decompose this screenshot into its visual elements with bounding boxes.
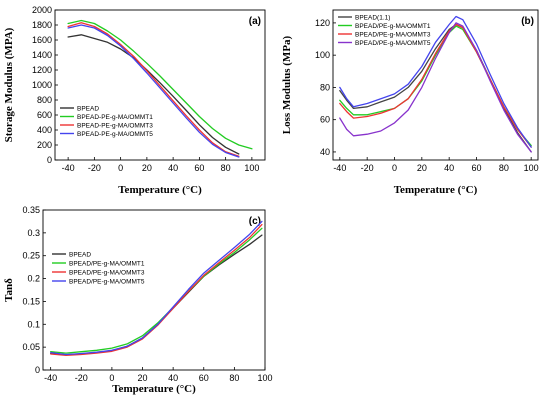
legend-label: BPEAD/PE-g-MA/OMMT5 — [69, 278, 145, 285]
x-tick-label: 60 — [199, 373, 209, 383]
y-tick-label: 120 — [315, 18, 330, 28]
y-tick-label: 1000 — [32, 80, 52, 90]
y-tick-label: 0.35 — [22, 205, 40, 215]
y-tick-label: 60 — [320, 115, 330, 125]
y-tick-label: 1200 — [32, 65, 52, 75]
y-tick-label: 2000 — [32, 5, 52, 15]
y-tick-label: 0.15 — [22, 296, 40, 306]
y-tick-label: 0.3 — [27, 228, 40, 238]
x-tick-label: 20 — [417, 163, 427, 173]
y-axis-label: Storage Modulus (MPA) — [3, 27, 15, 142]
x-tick-label: 20 — [142, 163, 152, 173]
x-tick-label: -40 — [44, 373, 57, 383]
legend-label: BPEAD/PE-g-MA/OMMT3 — [69, 269, 145, 276]
x-axis-label: Temperature (°C) — [112, 383, 196, 395]
x-tick-label: 0 — [109, 373, 114, 383]
x-tick-label: 80 — [221, 163, 231, 173]
panel-b-loss-modulus: -40 -20 0 20 40 60 80 100 40 60 80 100 120 Temperatur… — [281, 9, 539, 196]
legend-label: BPEAD/PE-g-MA/OMMT3 — [355, 31, 431, 38]
y-tick-label: 0.2 — [27, 274, 40, 284]
x-tick-label: 0 — [118, 163, 123, 173]
legend-label: BPEAD-PE-g-MA/OMMT5 — [77, 131, 153, 138]
x-tick-label: -20 — [75, 373, 88, 383]
legend-label: BPEAD-PE-g-MA/OMMT1 — [77, 114, 153, 121]
series-line — [67, 19, 253, 150]
plot-frame — [332, 9, 539, 161]
y-tick-label: 0 — [35, 365, 40, 375]
y-tick-label: 0.05 — [22, 342, 40, 352]
legend-label: BPEAD/PE-g-MA/OMMT1 — [69, 260, 145, 267]
x-tick-label: 20 — [138, 373, 148, 383]
y-axis-label: Loss Modulus (MPa) — [281, 35, 293, 134]
x-tick-label: 40 — [168, 373, 178, 383]
y-axis-label: Tanδ — [3, 278, 15, 302]
x-axis-label: Temperature (°C) — [394, 184, 478, 196]
x-tick-label: 60 — [194, 163, 204, 173]
series-line — [50, 227, 263, 354]
series-line — [339, 22, 532, 153]
y-tick-label: 1800 — [32, 20, 52, 30]
y-tick-label: 200 — [37, 140, 52, 150]
y-tick-label: 100 — [315, 50, 330, 60]
panel-c-tan-delta: -40 -20 0 20 40 60 80 100 0 0.05 0.1 0.15 0.2 0.25 0.3… — [3, 205, 273, 395]
x-tick-label: 0 — [392, 163, 397, 173]
y-tick-label: 800 — [37, 95, 52, 105]
y-tick-label: 0.25 — [22, 251, 40, 261]
y-tick-label: 0.1 — [27, 319, 40, 329]
series-line — [67, 24, 240, 158]
y-tick-label: 600 — [37, 110, 52, 120]
legend-label: BPEAD/PE-g-MA/OMMT5 — [355, 40, 431, 47]
y-tick-label: 0 — [47, 155, 52, 165]
y-tick-label: 400 — [37, 125, 52, 135]
y-tick-label: 1400 — [32, 50, 52, 60]
x-tick-label: -40 — [62, 163, 75, 173]
panel-a-storage-modulus: -40 -20 0 20 40 60 80 1000200400600800100012001… — [3, 5, 266, 196]
x-tick-label: 40 — [444, 163, 454, 173]
x-axis-label: Temperature (°C) — [118, 184, 202, 196]
x-tick-label: 80 — [229, 373, 239, 383]
series-line — [339, 15, 532, 148]
legend-label: BPEAD — [69, 251, 91, 258]
x-tick-label: 60 — [471, 163, 481, 173]
plot-frame — [42, 209, 266, 371]
legend-label: BPEAD(1.1) — [355, 14, 390, 21]
panel-label: (b) — [521, 16, 534, 27]
series-line — [50, 220, 263, 356]
y-tick-label: 1600 — [32, 35, 52, 45]
panel-label: (a) — [249, 16, 261, 27]
series-line — [339, 23, 532, 148]
y-tick-label: 40 — [320, 147, 330, 157]
y-tick-label: 80 — [320, 82, 330, 92]
x-tick-label: -20 — [361, 163, 374, 173]
x-tick-label: -20 — [88, 163, 101, 173]
series-line — [67, 34, 240, 155]
panel-label: (c) — [249, 216, 261, 227]
x-tick-label: -40 — [333, 163, 346, 173]
x-tick-label: 100 — [524, 163, 539, 173]
legend-label: BPEAD — [77, 105, 99, 112]
legend-label: BPEAD-PE-g-MA/OMMT3 — [77, 122, 153, 129]
x-tick-label: 100 — [244, 163, 259, 173]
x-tick-label: 40 — [168, 163, 178, 173]
x-tick-label: 100 — [257, 373, 272, 383]
series-line — [67, 22, 240, 157]
x-tick-label: 80 — [499, 163, 509, 173]
legend-label: BPEAD/PE-g-MA/OMMT1 — [355, 23, 431, 30]
series-line — [50, 223, 263, 357]
